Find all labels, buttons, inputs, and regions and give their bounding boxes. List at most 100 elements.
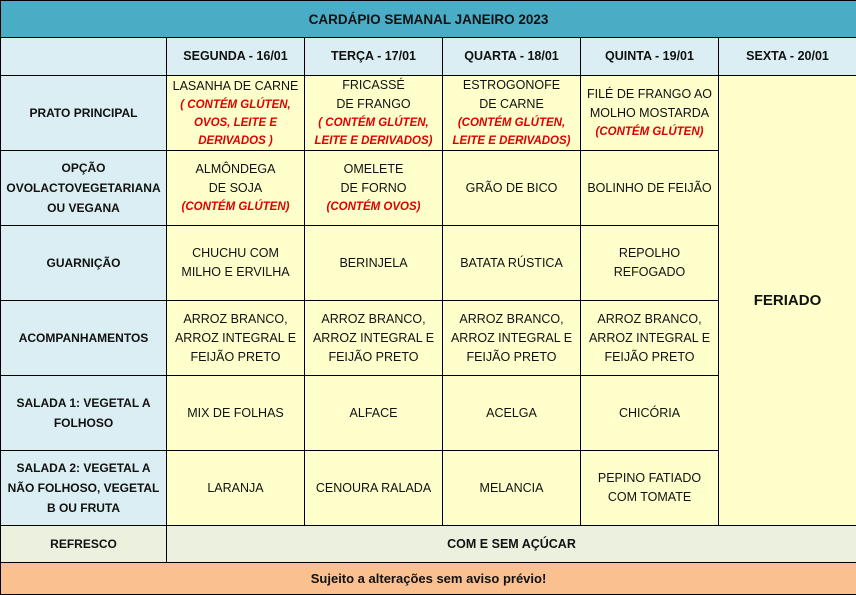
menu-cell: CHICÓRIA	[581, 376, 719, 451]
row-label: ACOMPANHAMENTOS	[1, 301, 167, 376]
allergen-note: (CONTÉM OVOS)	[307, 198, 440, 216]
dish-line: ESTROGONOFE	[445, 76, 578, 95]
dish-line: BATATA RÚSTICA	[445, 254, 578, 273]
dish-line: FRICASSÉ	[307, 76, 440, 95]
header-corner	[1, 38, 167, 76]
row-label: GUARNIÇÃO	[1, 226, 167, 301]
day-header: QUINTA - 19/01	[581, 38, 719, 76]
footer-row: Sujeito a alterações sem aviso prévio!	[1, 563, 856, 595]
dish-line: FEIJÃO PRETO	[307, 348, 440, 367]
dish-line: ARROZ INTEGRAL E	[169, 329, 302, 348]
dish-line: COM TOMATE	[583, 488, 716, 507]
dish-line: FEIJÃO PRETO	[583, 348, 716, 367]
dish-line: GRÃO DE BICO	[445, 179, 578, 198]
row-label-line: OU VEGANA	[3, 198, 164, 218]
dish-line: ARROZ INTEGRAL E	[583, 329, 716, 348]
dish-line: BOLINHO DE FEIJÃO	[583, 179, 716, 198]
dish-line: ACELGA	[445, 404, 578, 423]
row-label-line: SALADA 1: VEGETAL A	[3, 393, 164, 413]
dish-line: BERINJELA	[307, 254, 440, 273]
row-label: PRATO PRINCIPAL	[1, 76, 167, 151]
row-label-line: OVOLACTOVEGETARIANA	[3, 178, 164, 198]
row-label-line: OPÇÃO	[3, 158, 164, 178]
dish-line: REPOLHO REFOGADO	[583, 244, 716, 282]
dish-line: DE FORNO	[307, 179, 440, 198]
allergen-note: LEITE E DERIVADOS)	[307, 132, 440, 150]
dish-line: MOLHO MOSTARDA	[583, 104, 716, 123]
dish-line: FEIJÃO PRETO	[169, 348, 302, 367]
menu-cell: MELANCIA	[443, 451, 581, 526]
dish-line: ARROZ BRANCO,	[445, 310, 578, 329]
menu-cell: BOLINHO DE FEIJÃO	[581, 151, 719, 226]
holiday-cell: FERIADO	[719, 76, 856, 526]
dish-line: DE FRANGO	[307, 95, 440, 114]
dish-line: PEPINO FATIADO	[583, 469, 716, 488]
dish-line: LARANJA	[169, 479, 302, 498]
row-label-line: ACOMPANHAMENTOS	[3, 328, 164, 348]
menu-cell: LASANHA DE CARNE( CONTÉM GLÚTEN,OVOS, LE…	[167, 76, 305, 151]
menu-cell: MIX DE FOLHAS	[167, 376, 305, 451]
allergen-note: OVOS, LEITE E	[169, 114, 302, 132]
menu-cell: ACELGA	[443, 376, 581, 451]
dish-line: ARROZ INTEGRAL E	[445, 329, 578, 348]
dish-line: ALMÔNDEGA	[169, 160, 302, 179]
dish-line: CHICÓRIA	[583, 404, 716, 423]
row-label-line: SALADA 2: VEGETAL A	[3, 458, 164, 478]
dish-line: MILHO E ERVILHA	[169, 263, 302, 282]
allergen-note: ( CONTÉM GLÚTEN,	[307, 114, 440, 132]
row-label-line: FOLHOSO	[3, 413, 164, 433]
dish-line: DE SOJA	[169, 179, 302, 198]
allergen-note: (CONTÉM GLÚTEN)	[583, 123, 716, 141]
dish-line: ALFACE	[307, 404, 440, 423]
row-label-line: PRATO PRINCIPAL	[3, 103, 164, 123]
refresco-label: REFRESCO	[1, 526, 167, 563]
row-label-line: B OU FRUTA	[3, 498, 164, 518]
dish-line: ARROZ INTEGRAL E	[307, 329, 440, 348]
allergen-note: DERIVADOS )	[169, 132, 302, 150]
row-label-line: NÃO FOLHOSO, VEGETAL	[3, 478, 164, 498]
row-label-line: GUARNIÇÃO	[3, 253, 164, 273]
dish-line: CHUCHU COM	[169, 244, 302, 263]
dish-line: MELANCIA	[445, 479, 578, 498]
dish-line: ARROZ BRANCO,	[169, 310, 302, 329]
menu-cell: CENOURA RALADA	[305, 451, 443, 526]
dish-line: FILÉ DE FRANGO AO	[583, 85, 716, 104]
day-header: QUARTA - 18/01	[443, 38, 581, 76]
dish-line: MIX DE FOLHAS	[169, 404, 302, 423]
menu-title: CARDÁPIO SEMANAL JANEIRO 2023	[1, 1, 856, 38]
day-header: TERÇA - 17/01	[305, 38, 443, 76]
day-header: SEGUNDA - 16/01	[167, 38, 305, 76]
allergen-note: LEITE E DERIVADOS)	[445, 132, 578, 150]
refresco-value: COM E SEM AÇÚCAR	[167, 526, 856, 563]
dish-line: DE CARNE	[445, 95, 578, 114]
menu-cell: REPOLHO REFOGADO	[581, 226, 719, 301]
menu-cell: LARANJA	[167, 451, 305, 526]
menu-cell: GRÃO DE BICO	[443, 151, 581, 226]
allergen-note: (CONTÉM GLÚTEN,	[445, 114, 578, 132]
footer-note: Sujeito a alterações sem aviso prévio!	[1, 563, 856, 595]
dish-line: CENOURA RALADA	[307, 479, 440, 498]
menu-cell: ALFACE	[305, 376, 443, 451]
dish-line: FEIJÃO PRETO	[445, 348, 578, 367]
menu-cell: BERINJELA	[305, 226, 443, 301]
dish-line: OMELETE	[307, 160, 440, 179]
dish-line: ARROZ BRANCO,	[583, 310, 716, 329]
menu-cell: BATATA RÚSTICA	[443, 226, 581, 301]
